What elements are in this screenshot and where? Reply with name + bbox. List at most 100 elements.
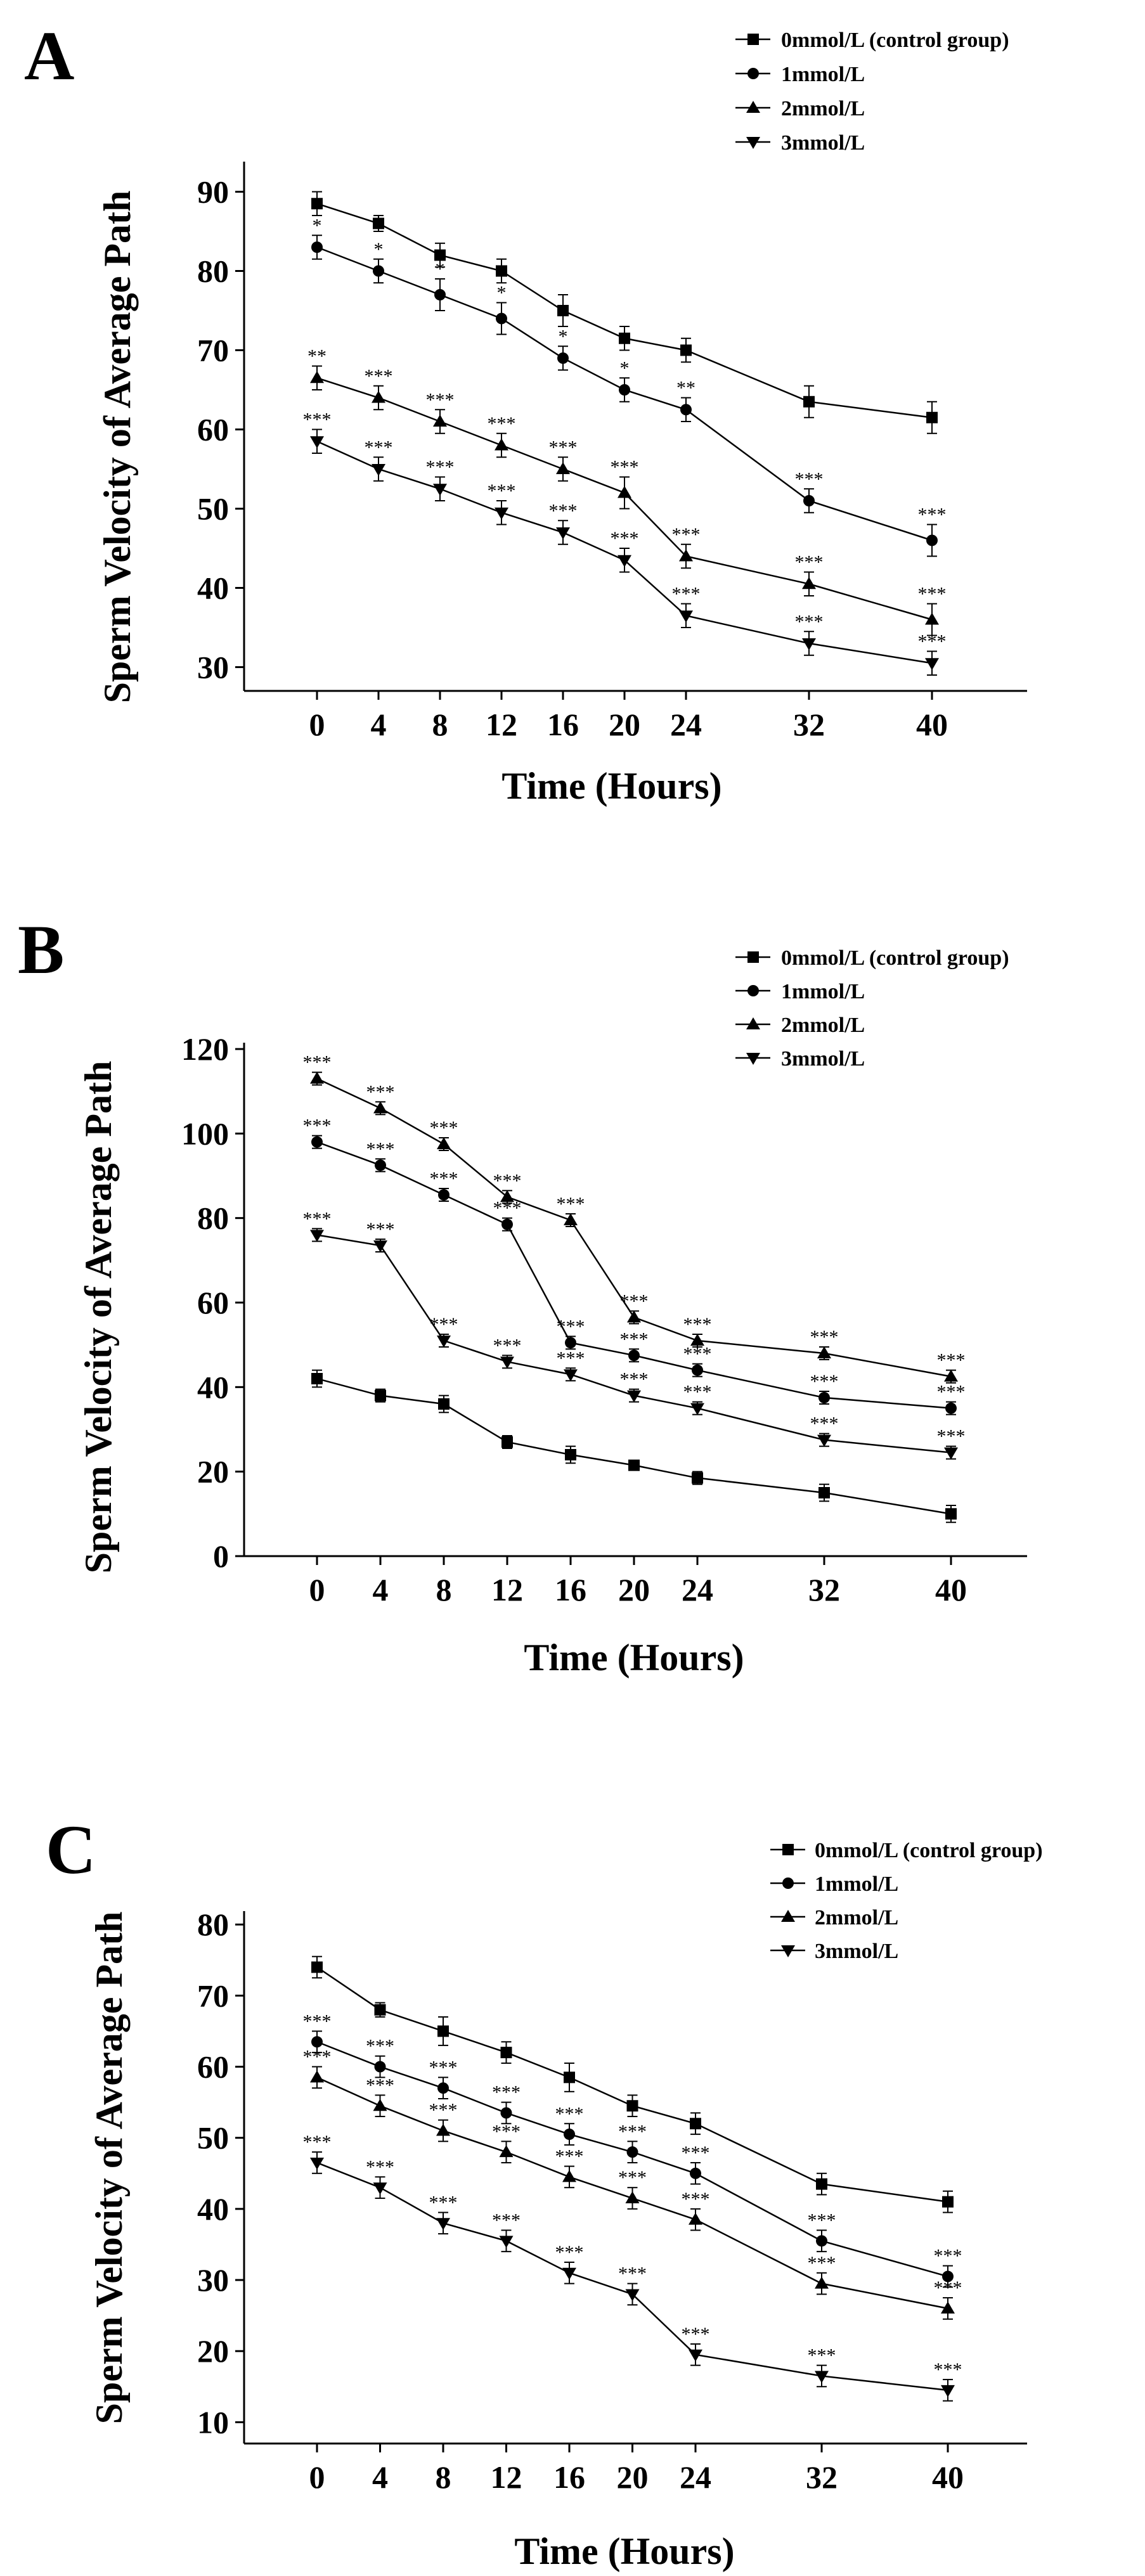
triangle-up-marker bbox=[373, 2099, 387, 2111]
circle-marker bbox=[434, 289, 446, 300]
significance-label: ** bbox=[676, 378, 695, 399]
x-axis-title: Time (Hours) bbox=[501, 765, 721, 807]
significance-label: *** bbox=[429, 2057, 458, 2078]
triangle-down-marker bbox=[618, 555, 631, 567]
significance-label: *** bbox=[426, 457, 455, 478]
significance-label: *** bbox=[620, 1291, 649, 1311]
x-tick-label: 8 bbox=[432, 707, 448, 742]
significance-label: *** bbox=[429, 2100, 458, 2121]
triangle-down-marker bbox=[679, 610, 693, 623]
panel-letter: B bbox=[18, 911, 64, 988]
square-marker bbox=[374, 2004, 386, 2016]
triangle-up-marker bbox=[817, 1346, 831, 1358]
significance-label: *** bbox=[934, 2246, 962, 2267]
significance-label: *** bbox=[795, 552, 824, 573]
significance-label: *** bbox=[430, 1168, 458, 1189]
legend-label: 3mmol/L bbox=[781, 131, 865, 155]
triangle-up-marker bbox=[556, 462, 570, 474]
legend-triangle-down-marker bbox=[746, 1053, 760, 1065]
triangle-down-marker bbox=[310, 436, 324, 449]
significance-label: *** bbox=[934, 2277, 962, 2298]
significance-label: *** bbox=[303, 1208, 332, 1229]
series-triangle-down: *** *** *** *** *** *** *** *** *** bbox=[303, 2132, 962, 2402]
square-marker bbox=[311, 1961, 323, 1973]
panel-c-legend: 0mmol/L (control group) 1mmol/L 2mmol/L … bbox=[770, 1839, 1043, 1963]
significance-label: *** bbox=[618, 2167, 647, 2188]
significance-label: *** bbox=[488, 413, 516, 434]
y-tick-label: 120 bbox=[181, 1031, 229, 1067]
circle-marker bbox=[501, 1218, 513, 1230]
legend-circle-marker bbox=[747, 68, 759, 79]
x-tick-label: 20 bbox=[618, 1572, 650, 1607]
panel-letter: C bbox=[46, 1811, 96, 1888]
square-marker bbox=[628, 1459, 640, 1471]
x-tick-label: 12 bbox=[491, 2459, 522, 2495]
significance-label: *** bbox=[682, 2324, 710, 2345]
legend-triangle-up-marker bbox=[746, 1017, 760, 1029]
x-tick-label: 24 bbox=[670, 707, 702, 742]
circle-marker bbox=[557, 352, 569, 364]
x-tick-label: 16 bbox=[555, 1572, 586, 1607]
triangle-up-marker bbox=[564, 1213, 578, 1225]
x-tick-label: 4 bbox=[372, 2459, 388, 2495]
y-tick-label: 40 bbox=[197, 570, 229, 606]
panel-c: C 0mmol/L (control group) 1mmol/L 2mmol/… bbox=[46, 1811, 1043, 2572]
circle-marker bbox=[628, 1349, 640, 1362]
significance-label: *** bbox=[683, 1382, 712, 1403]
legend-square-marker bbox=[747, 34, 759, 45]
y-tick-label: 90 bbox=[197, 174, 229, 210]
circle-marker bbox=[564, 2128, 575, 2141]
panel-b-legend: 0mmol/L (control group) 1mmol/L 2mmol/L … bbox=[735, 946, 1009, 1071]
circle-marker bbox=[816, 2235, 827, 2247]
circle-marker bbox=[311, 2036, 323, 2048]
y-tick-label: 100 bbox=[181, 1116, 229, 1151]
significance-label: * bbox=[559, 326, 568, 347]
triangle-down-marker bbox=[310, 2157, 324, 2170]
square-marker bbox=[680, 344, 692, 356]
y-tick-label: 60 bbox=[197, 1285, 229, 1320]
x-tick-label: 8 bbox=[436, 1572, 452, 1607]
y-tick-label: 80 bbox=[197, 1201, 229, 1236]
legend-label: 0mmol/L (control group) bbox=[815, 1839, 1043, 1862]
y-axis-title: Sperm Velocity of Average Path bbox=[96, 191, 138, 704]
significance-label: *** bbox=[937, 1350, 966, 1371]
significance-label: *** bbox=[682, 2189, 710, 2210]
significance-label: *** bbox=[426, 389, 455, 410]
y-tick-label: 80 bbox=[197, 254, 229, 289]
legend-label: 2mmol/L bbox=[815, 1906, 898, 1929]
circle-marker bbox=[692, 1364, 703, 1376]
triangle-down-marker bbox=[925, 658, 939, 671]
circle-marker bbox=[496, 312, 507, 325]
triangle-up-marker bbox=[433, 415, 447, 427]
x-axis-title: Time (Hours) bbox=[514, 2530, 734, 2572]
square-marker bbox=[818, 1487, 830, 1498]
significance-label: *** bbox=[934, 2359, 962, 2380]
square-marker bbox=[816, 2178, 827, 2190]
series-circle: ************** bbox=[311, 215, 947, 557]
significance-label: *** bbox=[493, 1335, 522, 1356]
legend-triangle-up-marker bbox=[746, 101, 760, 113]
significance-label: *** bbox=[366, 2036, 394, 2057]
triangle-down-marker bbox=[690, 1403, 704, 1415]
series-line bbox=[316, 1966, 948, 2203]
y-tick-label: 40 bbox=[197, 1369, 229, 1405]
significance-label: *** bbox=[557, 1316, 585, 1337]
significance-label: *** bbox=[918, 505, 947, 525]
triangle-down-marker bbox=[373, 2182, 387, 2195]
legend-label: 3mmol/L bbox=[815, 1940, 898, 1963]
significance-label: *** bbox=[795, 611, 824, 632]
triangle-up-marker bbox=[310, 371, 324, 383]
legend-triangle-down-marker bbox=[746, 137, 760, 149]
x-tick-label: 40 bbox=[935, 1572, 967, 1607]
circle-marker bbox=[803, 495, 815, 506]
square-marker bbox=[557, 305, 569, 316]
significance-label: *** bbox=[808, 2253, 836, 2274]
x-axis-title: Time (Hours) bbox=[524, 1637, 744, 1678]
triangle-up-marker bbox=[495, 438, 508, 451]
significance-label: *** bbox=[810, 1371, 839, 1392]
circle-marker bbox=[619, 384, 630, 396]
y-tick-label: 30 bbox=[197, 650, 229, 685]
y-tick-label: 20 bbox=[197, 2333, 229, 2369]
series-circle: *** *** *** *** *** *** *** *** *** bbox=[303, 2011, 962, 2288]
